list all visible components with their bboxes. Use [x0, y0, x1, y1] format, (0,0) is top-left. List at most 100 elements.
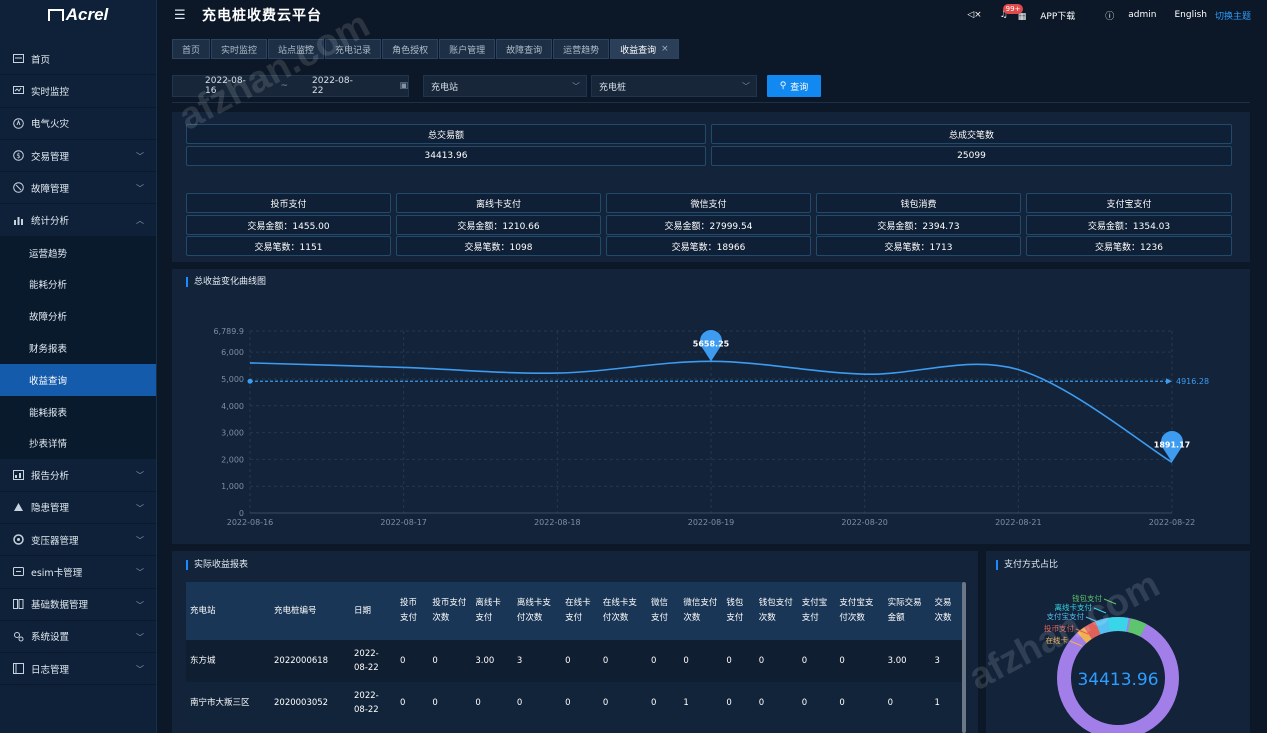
log-icon	[13, 663, 24, 675]
sidebar-item-sim[interactable]: esim卡管理 ﹀	[0, 556, 156, 589]
report-icon	[13, 470, 24, 481]
close-icon[interactable]: ×	[661, 44, 669, 54]
sidebar-sub-operation-trend[interactable]: 运营趋势	[0, 236, 156, 269]
legend-label: 投币支付	[1044, 623, 1074, 633]
table-cell: 2022000618	[274, 656, 329, 666]
home-icon	[13, 53, 24, 64]
table-scrollbar[interactable]	[962, 582, 966, 733]
sidebar-item-hazard[interactable]: 隐患管理 ﹀	[0, 492, 156, 524]
tab-realtime-monitor[interactable]: 实时监控	[211, 39, 268, 59]
column-header: 充电桩编号	[270, 582, 350, 640]
report-table: 充电站 充电桩编号 日期 投币支付 投币支付次数 离线卡支付 离线卡支付次数 在线卡支付 在线卡…	[186, 582, 963, 724]
bell-icon[interactable]: ♫ 99+	[1000, 4, 1024, 20]
column-header: 在线卡支付	[561, 582, 599, 640]
tab-site-monitor[interactable]: 站点监控	[268, 39, 325, 59]
sidebar-item-database[interactable]: 基础数据管理 ﹀	[0, 589, 156, 621]
sidebar-sub-meter-detail[interactable]: 抄表详情	[0, 427, 156, 460]
notification-badge: 99+	[1002, 4, 1024, 14]
total-count-label: 总成交笔数	[711, 124, 1232, 144]
table-cell: 0	[726, 656, 732, 666]
revenue-line-chart: 6,789.96,0005,0004,0003,0002,0001,000020…	[213, 327, 1209, 527]
sidebar-sub-energy-analysis[interactable]: 能耗分析	[0, 268, 156, 301]
app-download-link[interactable]: ▦ APP下载	[1018, 9, 1090, 22]
sidebar-item-label: 隐患管理	[31, 503, 70, 515]
chevron-down-icon: ﹀	[136, 184, 144, 194]
chevron-down-icon: ﹀	[136, 600, 144, 610]
tab-label: 角色授权	[392, 45, 429, 56]
help-icon[interactable]: ⓘ	[1105, 11, 1115, 22]
column-header: 投币支付	[396, 582, 429, 640]
app-download-label: APP下载	[1040, 11, 1076, 22]
donut-slice	[1077, 627, 1092, 644]
table-cell: 2022-08-22	[354, 691, 379, 715]
column-header: 钱包支付	[722, 582, 755, 640]
tab-role-auth[interactable]: 角色授权	[382, 39, 439, 59]
sidebar-item-settings[interactable]: 系统设置 ﹀	[0, 621, 156, 654]
table-cell: 0	[400, 656, 406, 666]
x-tick-label: 2022-08-19	[688, 518, 735, 527]
query-button[interactable]: ⚲ 查询	[767, 75, 821, 97]
alipay-pay-amount: 交易金额：1354.03	[1026, 215, 1232, 235]
language-switch[interactable]: English	[1174, 10, 1207, 20]
sidebar-item-label: 报告分析	[31, 471, 70, 482]
tab-label: 运营趋势	[563, 45, 600, 56]
tab-operation-trend[interactable]: 运营趋势	[553, 39, 610, 59]
offline-card-pay-count: 交易笔数：1098	[396, 236, 601, 256]
sidebar-sub-financial-report[interactable]: 财务报表	[0, 332, 156, 364]
offline-card-pay-name: 离线卡支付	[396, 193, 601, 213]
switch-theme-link[interactable]: 切换主题	[1214, 11, 1251, 22]
sidebar-item-log[interactable]: 日志管理 ﹀	[0, 653, 156, 686]
table-row[interactable]: 东方城 2022000618 2022-08-22 0 0 3.00 3 0 0 0 0 0 0 0 0 3.…	[186, 640, 963, 682]
sidebar-item-home[interactable]: 首页	[0, 43, 156, 76]
mute-icon[interactable]: ◁×	[967, 10, 982, 20]
sidebar-item-label: 首页	[31, 54, 51, 66]
y-tick-label: 6,000	[221, 348, 244, 357]
sidebar-item-fault[interactable]: 故障管理 ﹀	[0, 172, 156, 205]
y-tick-label: 6,789.9	[213, 327, 244, 336]
station-select[interactable]: 充电站 ﹀	[423, 75, 587, 97]
tab-home[interactable]: 首页	[172, 39, 211, 59]
wallet-pay-name: 钱包消费	[816, 193, 1021, 213]
menu-fold-icon[interactable]: ☰	[174, 7, 186, 23]
tab-revenue-query[interactable]: 收益查询 ×	[610, 39, 679, 59]
chevron-down-icon: ﹀	[742, 81, 750, 91]
sidebar-sub-fault-analysis[interactable]: 故障分析	[0, 300, 156, 333]
tab-charge-record[interactable]: 充电记录	[325, 39, 382, 59]
sidebar-item-report[interactable]: 报告分析 ﹀	[0, 459, 156, 492]
column-header: 实际交易金额	[883, 582, 931, 640]
report-table-wrap: 充电站 充电桩编号 日期 投币支付 投币支付次数 离线卡支付 离线卡支付次数 在线卡支付 在线卡…	[186, 582, 963, 733]
alipay-pay-name: 支付宝支付	[1026, 193, 1232, 213]
end-date-input[interactable]: 2022-08-22	[312, 76, 353, 96]
donut-slice	[1107, 617, 1129, 632]
tab-label: 账户管理	[449, 45, 486, 56]
sidebar-item-monitor[interactable]: 实时监控	[0, 75, 156, 108]
user-name[interactable]: admin	[1128, 10, 1157, 20]
column-header: 支付宝支付次数	[835, 582, 884, 640]
x-tick-label: 2022-08-22	[1149, 518, 1196, 527]
tab-account[interactable]: 账户管理	[439, 39, 496, 59]
date-separator: ~	[280, 81, 289, 91]
table-cell: 0	[432, 656, 438, 666]
x-tick-label: 2022-08-17	[380, 518, 427, 527]
date-range-picker[interactable]: 2022-08-16 ~ 2022-08-22 ▣	[172, 75, 409, 97]
top-header: ☰ 充电桩收费云平台 ◁× ♫ 99+ ▦ APP下载 ⓘ admin Englis…	[157, 0, 1267, 30]
calendar-icon[interactable]: ▣	[399, 81, 408, 91]
table-row[interactable]: 南宁市大叛三区 2020003052 2022-08-22 0 0 0 0 0 0 0 1 0 0 0 0 0…	[186, 682, 963, 724]
sidebar-item-statistics[interactable]: 统计分析 ︿	[0, 204, 156, 237]
start-date-input[interactable]: 2022-08-16	[205, 76, 246, 96]
sidebar-sub-revenue-query[interactable]: 收益查询	[0, 363, 156, 396]
table-cell: 0	[683, 656, 689, 666]
donut-slice	[1083, 621, 1101, 640]
tab-fault-query[interactable]: 故障查询	[496, 39, 553, 59]
max-point-pin	[700, 330, 722, 362]
sim-icon	[13, 566, 24, 577]
table-cell: 0	[602, 698, 609, 708]
sidebar-sub-energy-report[interactable]: 能耗报表	[0, 395, 156, 428]
database-icon	[13, 599, 24, 610]
pile-select[interactable]: 充电桩 ﹀	[591, 75, 757, 97]
sidebar-item-transaction[interactable]: $ 交易管理 ﹀	[0, 140, 156, 173]
sidebar-item-label: 统计分析	[31, 216, 70, 228]
sidebar-item-fire[interactable]: 电气火灾	[0, 108, 156, 140]
sidebar-item-transformer[interactable]: 变压器管理 ﹀	[0, 524, 156, 557]
